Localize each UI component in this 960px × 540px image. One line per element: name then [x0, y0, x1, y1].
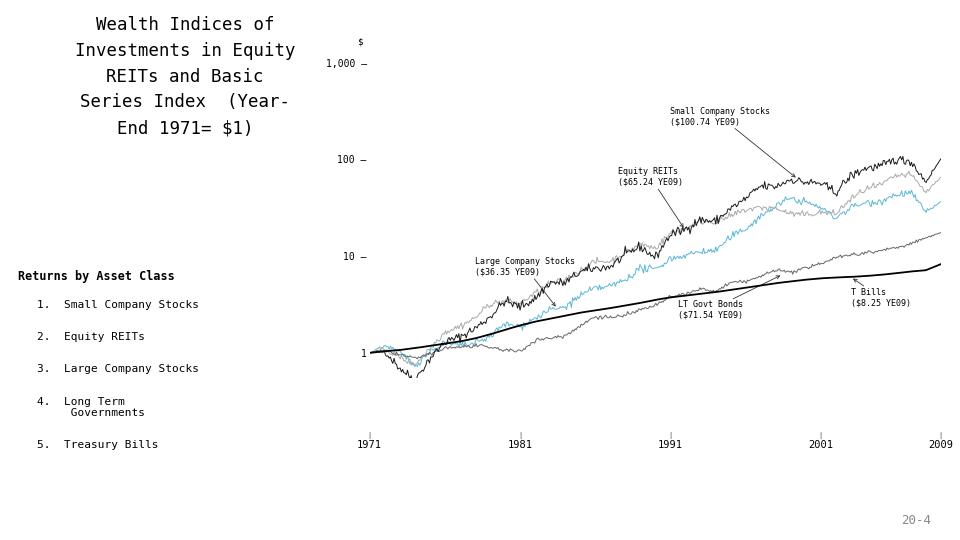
Text: T Bills
($8.25 YE09): T Bills ($8.25 YE09)	[851, 279, 911, 307]
Text: 2.  Equity REITs: 2. Equity REITs	[36, 332, 145, 342]
Text: 1991: 1991	[658, 440, 683, 450]
Text: |: |	[819, 432, 823, 439]
Text: |: |	[517, 432, 522, 439]
Text: |: |	[368, 432, 372, 439]
Text: $: $	[357, 38, 362, 47]
Text: Equity REITs
($65.24 YE09): Equity REITs ($65.24 YE09)	[617, 167, 684, 227]
Text: 1.  Small Company Stocks: 1. Small Company Stocks	[36, 300, 199, 310]
Text: 2009: 2009	[928, 440, 953, 450]
Text: 5.  Treasury Bills: 5. Treasury Bills	[36, 440, 158, 450]
Text: 20-4: 20-4	[901, 514, 931, 526]
Text: 4.  Long Term
     Governments: 4. Long Term Governments	[36, 397, 145, 418]
Text: 2001: 2001	[808, 440, 833, 450]
Text: Returns by Asset Class: Returns by Asset Class	[18, 270, 176, 283]
Text: |: |	[668, 432, 672, 439]
Text: |: |	[939, 432, 943, 439]
Text: 3.  Large Company Stocks: 3. Large Company Stocks	[36, 364, 199, 375]
Text: 1971: 1971	[357, 440, 382, 450]
Text: Small Company Stocks
($100.74 YE09): Small Company Stocks ($100.74 YE09)	[670, 107, 795, 177]
Text: Large Company Stocks
($36.35 YE09): Large Company Stocks ($36.35 YE09)	[475, 257, 575, 306]
Text: 1981: 1981	[508, 440, 533, 450]
Text: Wealth Indices of
Investments in Equity
REITs and Basic
Series Index  (Year-
End: Wealth Indices of Investments in Equity …	[75, 16, 295, 137]
Text: LT Govt Bonds
($71.54 YE09): LT Govt Bonds ($71.54 YE09)	[678, 276, 780, 320]
